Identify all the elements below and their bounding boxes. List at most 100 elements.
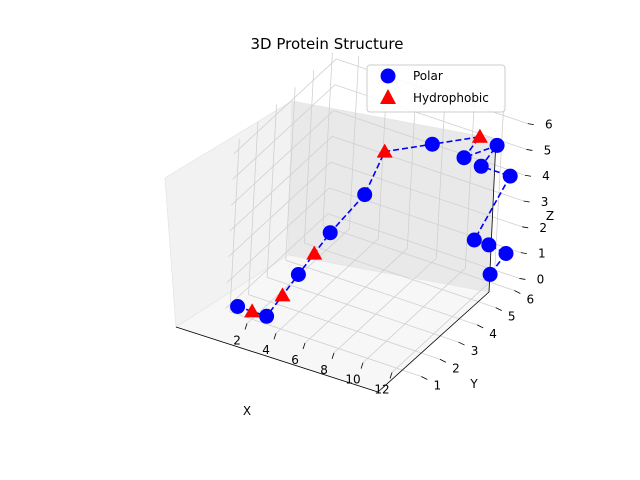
axes xyxy=(175,138,497,393)
x-tick-mark xyxy=(360,362,364,369)
x-gridline xyxy=(435,85,447,259)
x-tick-mark xyxy=(273,333,277,340)
z-gridline xyxy=(232,84,336,180)
y-gridline xyxy=(248,121,259,295)
z-axis-label: Z xyxy=(546,209,554,223)
y-gridline xyxy=(322,225,515,291)
x-gridline xyxy=(333,257,437,354)
y-gridline xyxy=(303,70,315,244)
x-gridline xyxy=(275,238,379,334)
hydrophobic-point xyxy=(274,287,291,302)
z-tick-mark xyxy=(523,200,530,203)
chart-title: 3D Protein Structure xyxy=(251,35,404,53)
legend-hydrophobic-marker xyxy=(380,89,396,104)
y-tick-mark xyxy=(476,324,484,329)
z-tick-label: 5 xyxy=(544,143,552,157)
polar-point xyxy=(259,308,275,324)
z-gridline xyxy=(228,161,332,258)
x-tick-label: 10 xyxy=(345,373,360,387)
y-tick-mark xyxy=(439,358,447,363)
x-gridline xyxy=(304,248,408,344)
y-gridline xyxy=(229,311,422,377)
z-tick-mark xyxy=(524,174,532,177)
x-tick-label: 12 xyxy=(374,382,389,396)
polar-point xyxy=(473,158,489,174)
y-gridline xyxy=(267,277,459,343)
hydrophobic-point xyxy=(376,143,393,158)
x-tick-mark xyxy=(389,372,393,379)
x-tick-mark xyxy=(331,352,335,359)
y-axis-label: Y xyxy=(469,377,478,391)
y-tick-label: 2 xyxy=(452,361,460,375)
polar-point xyxy=(290,267,306,282)
z-tick-mark xyxy=(526,149,533,151)
y-tick-label: 6 xyxy=(527,292,535,306)
y-gridline xyxy=(248,294,441,360)
polar-point xyxy=(357,187,373,203)
polar-point xyxy=(481,237,497,253)
z-tick-label: 4 xyxy=(542,169,550,183)
x-gridline xyxy=(362,267,466,363)
z-tick-label: 6 xyxy=(545,118,553,132)
x-gridline xyxy=(493,104,505,278)
y-axis-line xyxy=(377,291,490,393)
z-gridline xyxy=(225,213,329,309)
legend-polar-marker xyxy=(380,68,396,84)
y-gridline xyxy=(322,52,333,226)
x-tick-mark xyxy=(302,342,306,350)
z-tick-label: 2 xyxy=(539,221,547,235)
polar-point xyxy=(502,168,518,184)
y-gridline xyxy=(304,242,496,309)
polar-point xyxy=(489,137,505,153)
legend: Polar Hydrophobic xyxy=(366,64,506,113)
polar-point xyxy=(424,136,440,152)
x-tick-label: 2 xyxy=(233,333,241,347)
y-gridline xyxy=(285,87,296,261)
y-tick-label: 1 xyxy=(434,378,442,392)
z-tick-mark xyxy=(520,252,527,255)
x-axis-label: X xyxy=(243,404,251,418)
z-tick-mark xyxy=(522,226,529,229)
z-axis-line xyxy=(488,138,497,293)
z-tick-mark xyxy=(519,278,526,280)
x-tick-label: 4 xyxy=(262,343,270,357)
z-tick-mark xyxy=(527,123,534,126)
y-gridline xyxy=(285,259,478,326)
z-tick-label: 0 xyxy=(537,272,545,286)
polar-point xyxy=(482,266,498,282)
z-tick-label: 1 xyxy=(538,247,546,261)
z-gridline xyxy=(332,135,524,202)
x-tick-label: 8 xyxy=(320,363,328,377)
legend-polar-label: Polar xyxy=(413,69,443,83)
residue-points xyxy=(230,128,518,324)
legend-hydrophobic-label: Hydrophobic xyxy=(413,91,489,105)
polar-point xyxy=(456,150,472,166)
y-tick-mark xyxy=(421,376,428,380)
y-tick-mark xyxy=(458,341,465,346)
polar-point xyxy=(466,232,482,248)
z-gridline xyxy=(231,110,334,206)
y-tick-mark xyxy=(514,290,521,294)
x-tick-mark xyxy=(244,323,248,330)
y-tick-label: 5 xyxy=(508,310,516,324)
polar-point xyxy=(230,299,246,314)
z-gridline xyxy=(330,161,523,228)
hydrophobic-point xyxy=(244,303,261,318)
x-gridline xyxy=(348,55,360,229)
z-gridline xyxy=(233,58,337,154)
x-tick-label: 6 xyxy=(291,353,299,367)
hydrophobic-point xyxy=(306,245,323,260)
hydrophobic-point xyxy=(471,128,488,143)
y-tick-mark xyxy=(495,307,502,312)
y-gridline xyxy=(266,104,277,278)
z-gridline xyxy=(226,187,330,283)
x-axis-line xyxy=(175,326,379,393)
x-gridline xyxy=(391,277,495,373)
z-gridline xyxy=(229,136,333,232)
legend-box xyxy=(366,64,506,113)
z-tick-label: 3 xyxy=(541,195,549,209)
polar-point xyxy=(322,225,338,241)
polar-point xyxy=(498,246,514,261)
